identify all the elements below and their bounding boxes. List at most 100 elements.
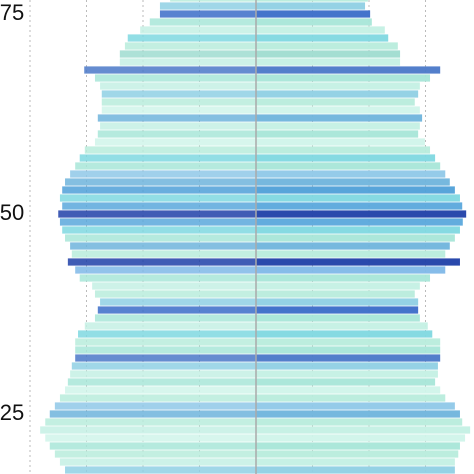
bar [256, 202, 463, 210]
bar [75, 338, 256, 346]
y-tick-label: 50 [0, 200, 24, 225]
bar [256, 322, 428, 330]
bar [256, 282, 420, 290]
bar [54, 402, 256, 410]
bar [256, 178, 450, 186]
bar [70, 170, 257, 178]
bar [256, 346, 441, 354]
bar [170, 0, 256, 2]
bar [59, 458, 256, 466]
bar [71, 362, 256, 370]
bar [256, 186, 455, 194]
bar [256, 266, 446, 274]
bar [58, 210, 256, 218]
bar [67, 258, 256, 266]
bar [92, 282, 257, 290]
bar [256, 18, 372, 26]
bar [84, 146, 257, 154]
bar [124, 42, 256, 50]
bar [256, 426, 471, 434]
bar [256, 42, 398, 50]
bar [78, 330, 257, 338]
bar [101, 90, 256, 98]
bar [94, 138, 256, 146]
bar [256, 330, 433, 338]
bar [256, 146, 431, 154]
bar [75, 354, 256, 362]
bar [256, 466, 455, 474]
bar [100, 82, 256, 90]
bar [159, 10, 256, 18]
bar [65, 386, 256, 394]
bar [101, 98, 256, 106]
bar [70, 370, 257, 378]
bar [49, 442, 257, 450]
bar [256, 242, 450, 250]
bar [65, 234, 256, 242]
bar [97, 306, 256, 314]
y-tick-label: 25 [0, 400, 24, 425]
bar [94, 314, 256, 322]
bar [256, 442, 460, 450]
bar [100, 298, 256, 306]
bar [45, 418, 256, 426]
bar [256, 370, 438, 378]
bar [256, 106, 420, 114]
bar [75, 346, 256, 354]
bar [256, 434, 466, 442]
bar [256, 298, 419, 306]
bar [256, 98, 415, 106]
bar [256, 154, 436, 162]
bar [71, 250, 256, 258]
y-tick-label: 75 [0, 0, 24, 25]
bar [75, 266, 256, 274]
bar [59, 194, 256, 202]
bar [70, 242, 257, 250]
bar [54, 450, 256, 458]
bar [256, 162, 441, 170]
bar [101, 106, 256, 114]
bar [256, 58, 401, 66]
bar [94, 290, 256, 298]
bar [256, 218, 463, 226]
bar [149, 18, 256, 26]
bar [256, 402, 455, 410]
bar [100, 122, 256, 130]
bar [256, 250, 446, 258]
bar [62, 202, 256, 210]
bar [256, 10, 371, 18]
bar [79, 154, 256, 162]
bar [59, 394, 256, 402]
bar [97, 114, 256, 122]
bar [256, 234, 455, 242]
bar [256, 138, 425, 146]
bar [256, 130, 419, 138]
bar [40, 426, 256, 434]
bar [256, 450, 459, 458]
bar [256, 394, 446, 402]
bar [256, 194, 460, 202]
bar [256, 170, 446, 178]
bar [65, 178, 256, 186]
bar [256, 386, 441, 394]
bar [94, 74, 256, 82]
bar [256, 458, 455, 466]
bar [256, 418, 463, 426]
bar [256, 274, 431, 282]
bar [67, 378, 256, 386]
bar [256, 114, 423, 122]
bar [256, 362, 438, 370]
bar [256, 50, 401, 58]
bar [62, 186, 256, 194]
bar [140, 26, 256, 34]
bar [119, 58, 257, 66]
bar [45, 434, 256, 442]
bar [256, 34, 389, 42]
bar [97, 130, 256, 138]
bar [256, 26, 385, 34]
bar [256, 82, 420, 90]
bar [256, 226, 460, 234]
bar [65, 466, 256, 474]
bar [256, 338, 441, 346]
